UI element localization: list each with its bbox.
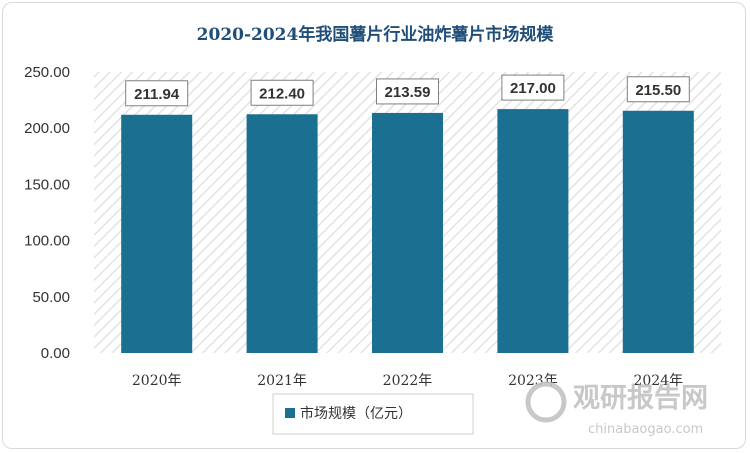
data-label: 211.94 <box>134 86 180 103</box>
y-tick-label: 50.00 <box>32 289 70 306</box>
bar <box>121 114 193 353</box>
x-tick-label: 2024年 <box>633 373 683 389</box>
bar <box>246 114 318 354</box>
x-tick-label: 2022年 <box>383 373 433 389</box>
legend-box <box>272 393 474 435</box>
y-tick-label: 200.00 <box>24 120 70 137</box>
data-label-box <box>250 79 314 106</box>
data-label-box <box>376 78 439 105</box>
data-label: 215.50 <box>635 82 681 99</box>
x-tick-label: 2020年 <box>132 373 182 389</box>
y-tick-label: 100.00 <box>24 233 70 250</box>
y-axis: 0.00 50.00 100.00 150.00 200.00 250.00 <box>24 64 70 362</box>
bars <box>121 109 694 354</box>
data-label: 213.59 <box>385 84 431 101</box>
watermark: 观研报告网 chinabaogao.com <box>525 381 708 437</box>
x-axis: 2020年 2021年 2022年 2023年 2024年 <box>132 373 683 389</box>
legend: 市场规模（亿元） <box>272 393 474 435</box>
data-label-box <box>501 74 565 101</box>
data-label-box <box>626 76 690 103</box>
watermark-main: 观研报告网 <box>573 383 708 414</box>
data-label-box <box>125 80 189 107</box>
data-label: 212.40 <box>259 85 305 102</box>
chart-title: 2020-2024年我国薯片行业油炸薯片市场规模 <box>197 24 555 45</box>
data-labels: 211.94 212.40 213.59 217.00 215.50 <box>125 74 690 107</box>
bar <box>497 109 569 353</box>
watermark-logo-icon <box>525 381 567 423</box>
watermark-sub: chinabaogao.com <box>588 422 703 437</box>
y-tick-label: 150.00 <box>24 176 70 193</box>
legend-swatch <box>285 408 295 418</box>
bar <box>622 110 694 353</box>
y-tick-label: 250.00 <box>24 64 70 81</box>
y-tick-label: 0.00 <box>41 345 70 362</box>
data-label: 217.00 <box>510 80 556 97</box>
legend-label: 市场规模（亿元） <box>300 405 412 422</box>
x-tick-label: 2021年 <box>257 373 307 389</box>
bar <box>372 112 443 354</box>
